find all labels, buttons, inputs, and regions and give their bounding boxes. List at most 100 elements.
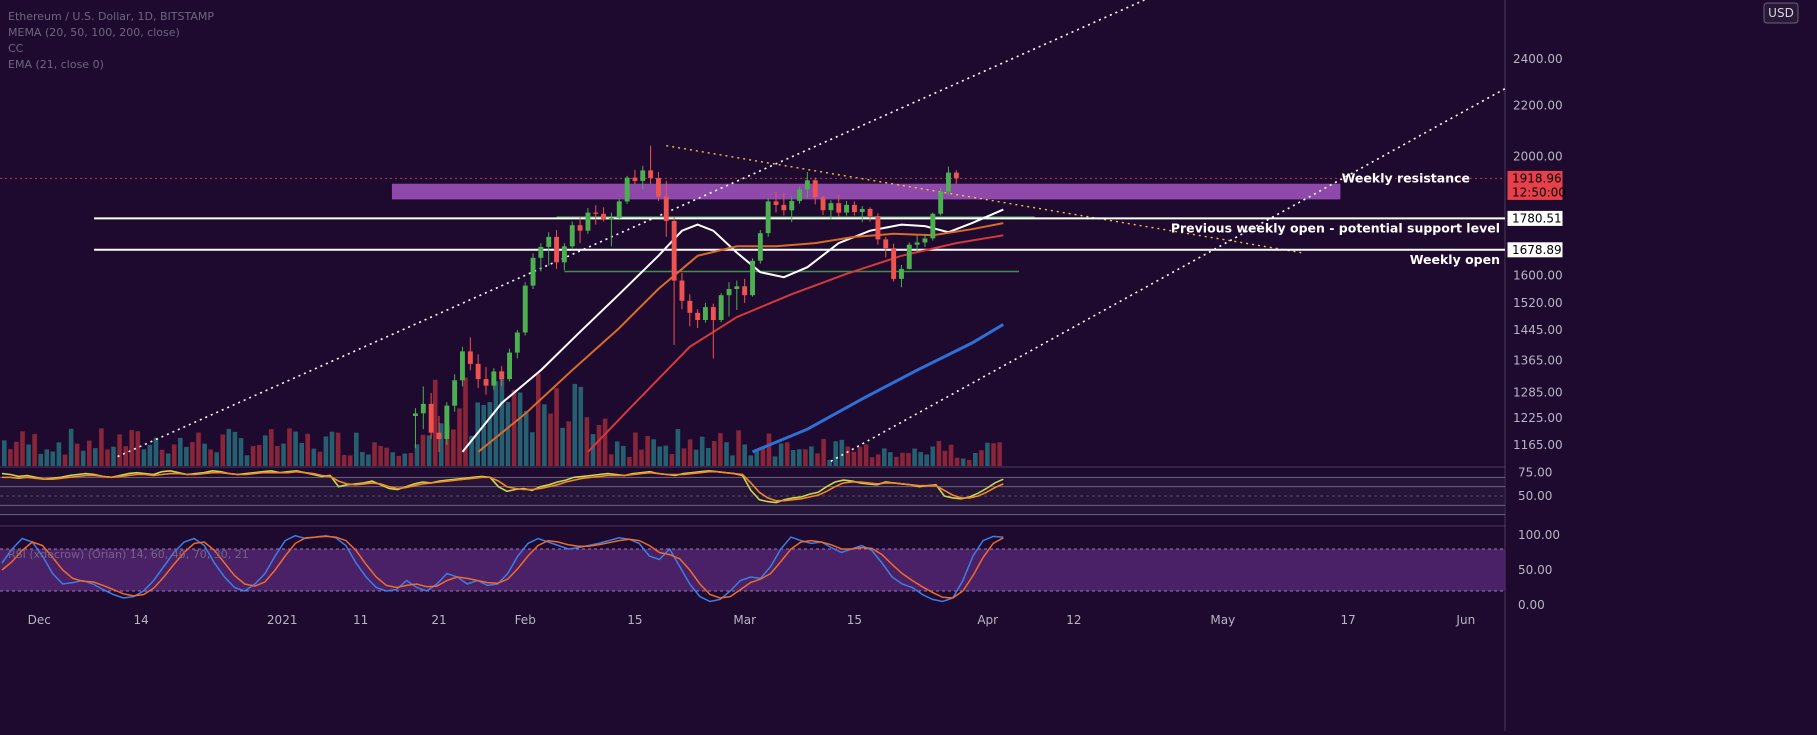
candle-body [875, 216, 881, 240]
candle-body [797, 189, 802, 201]
ema-line [751, 323, 1005, 454]
volume-bar [548, 413, 553, 466]
candle-body [609, 218, 614, 220]
volume-bar [633, 432, 638, 466]
price-tick-label: 1225.00 [1513, 411, 1563, 425]
price-tick-label: 1520.00 [1513, 296, 1563, 310]
candle-body [899, 268, 904, 279]
candle-body [616, 201, 622, 218]
candle-body [514, 332, 520, 353]
candle-body [507, 352, 512, 380]
volume-bar [797, 449, 802, 466]
candle-body [828, 203, 834, 211]
volume-bar [760, 447, 766, 466]
price-tick-label: 2400.00 [1513, 52, 1563, 66]
candle-body [773, 201, 779, 205]
volume-bar [178, 437, 183, 466]
volume-bar [614, 441, 620, 466]
currency-badge[interactable]: USD [1768, 6, 1794, 20]
currency-badge-box[interactable] [1763, 2, 1799, 24]
volume-bar [578, 386, 584, 466]
volume-bar [730, 455, 735, 466]
price-tick-label: 1445.00 [1513, 323, 1563, 337]
volume-bar [681, 448, 687, 466]
volume-bar [14, 441, 19, 466]
price-label-countdown: 12:50:00 [1512, 185, 1566, 199]
grid [0, 0, 1506, 731]
price-tick-label: 1600.00 [1513, 269, 1563, 283]
candle-body [765, 201, 771, 234]
date-tick-label: Apr [977, 613, 998, 627]
volume-bar [105, 449, 110, 466]
volume-bar [584, 417, 590, 466]
volume-bar [875, 454, 881, 466]
candle-body [671, 221, 677, 281]
ema-line [477, 222, 1004, 453]
candle-body [522, 285, 528, 333]
stoch-band [0, 549, 1505, 591]
volume-bar [900, 452, 905, 466]
volume-bar [305, 433, 310, 466]
candle-body [601, 213, 606, 220]
resistance-zone [391, 183, 1341, 200]
candle-body [593, 212, 599, 214]
volume-bar [645, 436, 650, 466]
volume-bar [111, 446, 116, 466]
date-tick-label: Mar [733, 613, 756, 627]
volume-bar [226, 428, 232, 466]
candle-body [460, 351, 465, 381]
volume-bar [214, 452, 219, 466]
volume-bar [208, 449, 213, 466]
candle-body [750, 260, 755, 296]
volume-bar [560, 427, 565, 466]
volume-bar [80, 450, 86, 466]
candle-body [428, 403, 434, 433]
candle-body [867, 209, 873, 217]
candle-body [577, 225, 583, 231]
volume-bar [845, 446, 851, 466]
volume-bar [426, 435, 432, 466]
candle-body [906, 244, 912, 269]
volume-bars [2, 371, 1002, 466]
volume-bar [536, 373, 541, 466]
volume-bar [68, 428, 74, 466]
volume-bar [699, 436, 705, 466]
resistance-zone-band [391, 183, 1341, 200]
volume-bar [38, 453, 43, 466]
volume-bar [651, 439, 656, 466]
volume-bar [839, 439, 845, 466]
volume-bar [863, 444, 869, 466]
date-tick-label: 14 [133, 613, 148, 627]
candle-body [781, 204, 787, 211]
trend-lines [0, 0, 1506, 462]
volume-bar [329, 431, 335, 466]
axes: 2400.00 2200.00 2000.00 1600.00 1520.00 1445.… [28, 52, 1563, 627]
volume-bar [299, 442, 304, 466]
volume-bar [402, 453, 408, 466]
volume-bar [833, 441, 838, 466]
volume-bar [184, 446, 189, 466]
volume-bar [8, 449, 13, 466]
volume-bar [997, 442, 1002, 466]
candle-body [663, 196, 669, 221]
candle-body [859, 209, 865, 212]
volume-bar [772, 456, 778, 466]
volume-bar [517, 392, 523, 466]
price-label-box [1506, 209, 1564, 227]
indicator-line-2: CC [8, 42, 24, 55]
volume-bar [50, 451, 56, 466]
candle-body [585, 212, 591, 231]
candle-body [812, 180, 818, 198]
candle-body [883, 239, 889, 249]
candle-body [491, 371, 497, 386]
volume-bar [979, 450, 984, 466]
rsi-pane [0, 469, 1505, 516]
upper-channel-line [117, 0, 1145, 458]
volume-bar [754, 450, 760, 466]
ema-line [587, 234, 1004, 453]
volume-bar [936, 441, 942, 466]
candle-body [726, 289, 732, 296]
price-label-box [1506, 241, 1564, 259]
